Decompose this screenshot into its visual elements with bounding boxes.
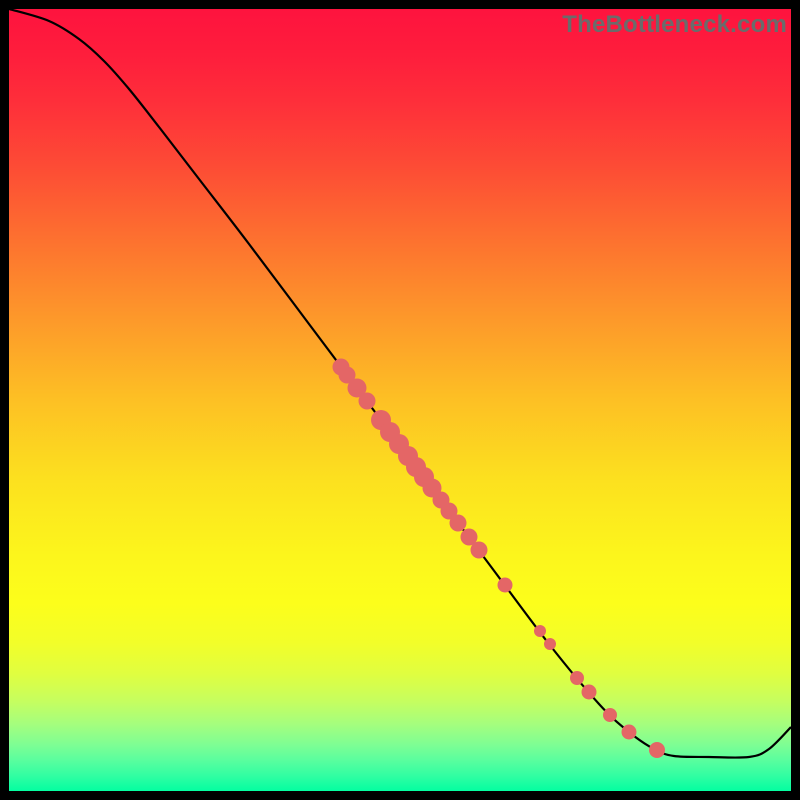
chart-frame: TheBottleneck.com [0, 0, 800, 800]
gradient-background [9, 9, 791, 791]
plot-area: TheBottleneck.com [9, 9, 791, 791]
watermark-label: TheBottleneck.com [562, 11, 787, 39]
